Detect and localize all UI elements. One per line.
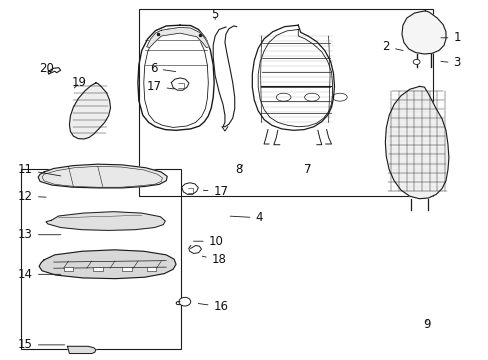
Polygon shape: [39, 250, 176, 279]
Bar: [139, 9, 432, 196]
Text: 4: 4: [230, 211, 263, 224]
Text: 1: 1: [440, 31, 460, 44]
Polygon shape: [401, 11, 445, 54]
Bar: [63, 267, 73, 271]
Text: 9: 9: [422, 318, 430, 331]
Text: 17: 17: [146, 80, 174, 93]
Bar: [122, 267, 132, 271]
Text: 18: 18: [202, 253, 226, 266]
Circle shape: [412, 59, 419, 64]
Circle shape: [179, 297, 190, 306]
Text: 12: 12: [18, 190, 46, 203]
Text: 3: 3: [440, 57, 460, 69]
Text: 15: 15: [18, 338, 64, 351]
Text: 11: 11: [18, 163, 61, 176]
Text: 8: 8: [234, 163, 242, 176]
Text: 10: 10: [193, 235, 223, 248]
Text: 14: 14: [18, 268, 61, 281]
Polygon shape: [67, 346, 96, 354]
Text: 13: 13: [18, 228, 61, 241]
Text: 17: 17: [203, 185, 228, 198]
Text: 5: 5: [211, 8, 219, 21]
Bar: [93, 267, 102, 271]
Bar: [20, 169, 181, 349]
Polygon shape: [69, 83, 110, 139]
Polygon shape: [38, 164, 167, 188]
Bar: [146, 267, 156, 271]
Text: 7: 7: [304, 163, 311, 176]
Polygon shape: [146, 27, 209, 48]
Text: 16: 16: [198, 300, 228, 313]
Text: 19: 19: [72, 76, 86, 89]
Text: 20: 20: [39, 62, 54, 75]
Polygon shape: [385, 86, 448, 199]
Text: 2: 2: [382, 40, 402, 53]
Polygon shape: [46, 212, 165, 230]
Text: 6: 6: [150, 62, 175, 75]
